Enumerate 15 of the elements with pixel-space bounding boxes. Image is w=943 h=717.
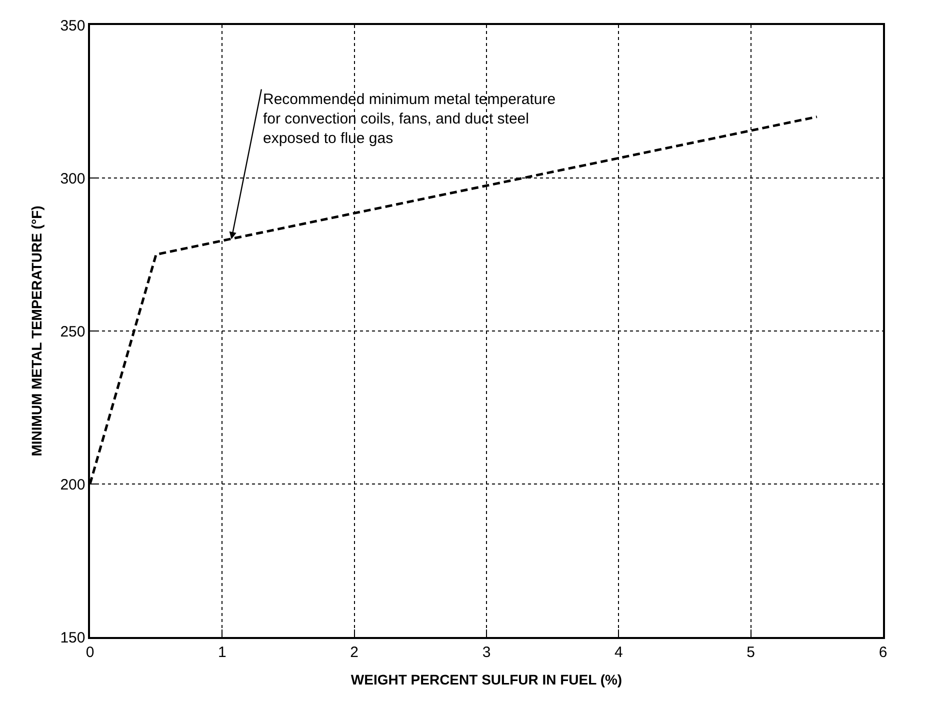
y-tick-label: 300 [60,170,86,188]
x-axis-title: WEIGHT PERCENT SULFUR IN FUEL (%) [350,672,622,688]
x-tick-label: 4 [614,644,623,661]
y-tick-label: 250 [60,323,86,340]
y-tick-label: 150 [60,629,86,646]
y-tick-label: 200 [60,476,86,494]
x-tick-label: 3 [482,644,491,661]
annotation: Recommended minimum metal temperature for convection coils, fans, and duct steel exposed to flue gas [263,91,556,147]
x-tick-label: 2 [350,644,358,661]
x-tick-label: 6 [878,644,888,661]
x-tick-label: 1 [218,644,226,661]
x-tick-label: 5 [746,644,755,661]
x-tick-label: 0 [86,644,94,661]
y-axis-title: MINIMUM METAL TEMPERATURE (°F) [28,206,44,456]
y-tick-label: 350 [60,17,86,34]
